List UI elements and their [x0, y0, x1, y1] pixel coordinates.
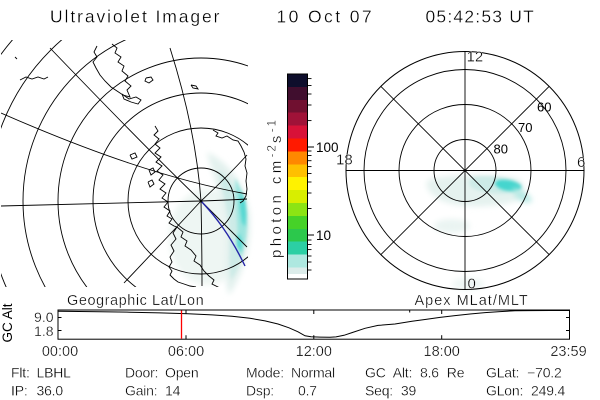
svg-text:0: 0 [468, 276, 476, 293]
svg-text:0.7: 0.7 [298, 383, 317, 399]
svg-text:LBHL: LBHL [37, 365, 72, 381]
svg-text:10: 10 [316, 228, 331, 243]
svg-text:Door:: Door: [125, 365, 158, 381]
svg-text:IP:: IP: [11, 383, 28, 399]
svg-text:GLon: 249.4: GLon: 249.4 [486, 383, 565, 399]
svg-text:60: 60 [537, 100, 551, 115]
svg-text:18: 18 [336, 152, 353, 169]
svg-text:100: 100 [316, 140, 339, 155]
svg-text:Flt:: Flt: [11, 365, 30, 381]
svg-text:18:00: 18:00 [424, 344, 460, 360]
svg-text:GC Alt: 8.6 Re: GC Alt: 8.6 Re [365, 365, 465, 381]
svg-text:12: 12 [467, 49, 484, 66]
svg-text:70: 70 [518, 120, 532, 135]
svg-text:Mode:: Mode: [246, 365, 284, 381]
svg-text:06:00: 06:00 [168, 344, 204, 360]
svg-text:23:59: 23:59 [550, 344, 586, 360]
svg-text:1.8: 1.8 [34, 323, 54, 339]
svg-text:14: 14 [165, 383, 181, 399]
svg-text:80: 80 [494, 142, 508, 157]
svg-text:36.0: 36.0 [37, 383, 64, 399]
svg-text:Seq: 39: Seq: 39 [365, 383, 416, 399]
svg-text:00:00: 00:00 [42, 344, 78, 360]
svg-text:Apex MLat/MLT: Apex MLat/MLT [415, 293, 529, 309]
svg-text:GLat: −70.2: GLat: −70.2 [486, 365, 562, 381]
svg-text:Geographic Lat/Lon: Geographic Lat/Lon [67, 293, 204, 309]
svg-text:photon cm-2s-1: photon cm-2s-1 [267, 118, 286, 258]
svg-text:Gain:: Gain: [125, 383, 157, 399]
svg-text:Dsp:: Dsp: [246, 383, 274, 399]
svg-text:GC Alt: GC Alt [0, 303, 15, 342]
svg-text:6: 6 [577, 154, 585, 171]
svg-text:Ultraviolet Imager: Ultraviolet Imager [50, 7, 221, 27]
svg-text:Normal: Normal [291, 365, 335, 381]
svg-text:9.0: 9.0 [34, 309, 54, 325]
svg-text:05:42:53 UT: 05:42:53 UT [426, 7, 536, 27]
svg-text:10 Oct 07: 10 Oct 07 [277, 7, 374, 27]
svg-text:12:00: 12:00 [296, 344, 332, 360]
svg-text:Open: Open [165, 365, 198, 381]
